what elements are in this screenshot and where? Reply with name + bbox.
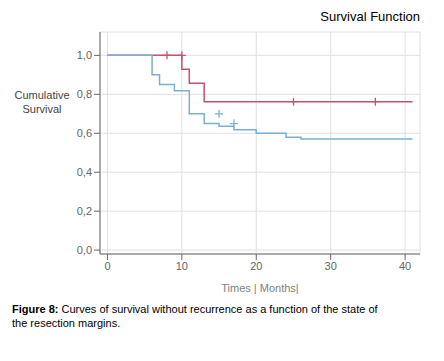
svg-text:Times | Months|: Times | Months| (221, 282, 298, 294)
svg-text:0: 0 (104, 260, 110, 272)
svg-text:1,0: 1,0 (77, 49, 92, 61)
svg-text:CumulativeSurvival: CumulativeSurvival (14, 89, 69, 115)
svg-text:0,6: 0,6 (77, 127, 92, 139)
html-text:Figure 8: Curves of survival w: Figure 8: Curves of survival without rec… (12, 303, 378, 329)
svg-text:0,8: 0,8 (77, 88, 92, 100)
svg-text:20: 20 (250, 260, 262, 272)
svg-text:40: 40 (399, 260, 411, 272)
svg-text:0,2: 0,2 (77, 205, 92, 217)
html-text:Survival Function: Survival Function (320, 9, 420, 24)
svg-text:0,4: 0,4 (77, 166, 92, 178)
svg-text:0,0: 0,0 (77, 244, 92, 256)
svg-text:30: 30 (325, 260, 337, 272)
svg-text:10: 10 (176, 260, 188, 272)
